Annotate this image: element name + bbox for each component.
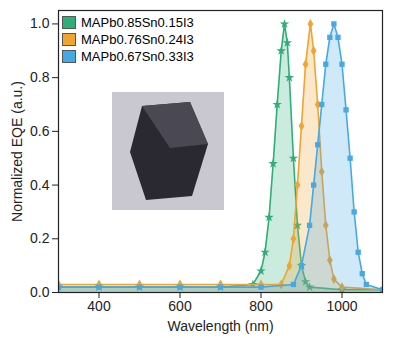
svg-text:Wavelength (nm): Wavelength (nm) <box>167 318 273 334</box>
svg-text:800: 800 <box>249 298 273 314</box>
svg-text:600: 600 <box>168 298 192 314</box>
html-text:MAPb0.67Sn0.33I3: MAPb0.67Sn0.33I3 <box>81 49 194 64</box>
html-text:MAPb0.85Sn0.15I3: MAPb0.85Sn0.15I3 <box>81 15 194 30</box>
svg-text:0.6: 0.6 <box>30 123 50 139</box>
svg-text:0.4: 0.4 <box>30 177 50 193</box>
svg-text:1000: 1000 <box>326 298 357 314</box>
svg-text:Normalized EQE (a.u.): Normalized EQE (a.u.) <box>9 81 25 222</box>
html-text:MAPb0.76Sn0.24I3: MAPb0.76Sn0.24I3 <box>81 32 194 47</box>
svg-text:0.2: 0.2 <box>30 230 50 246</box>
svg-text:1.0: 1.0 <box>30 15 50 31</box>
svg-text:0.8: 0.8 <box>30 69 50 85</box>
svg-text:400: 400 <box>87 298 111 314</box>
svg-text:0.0: 0.0 <box>30 284 50 300</box>
